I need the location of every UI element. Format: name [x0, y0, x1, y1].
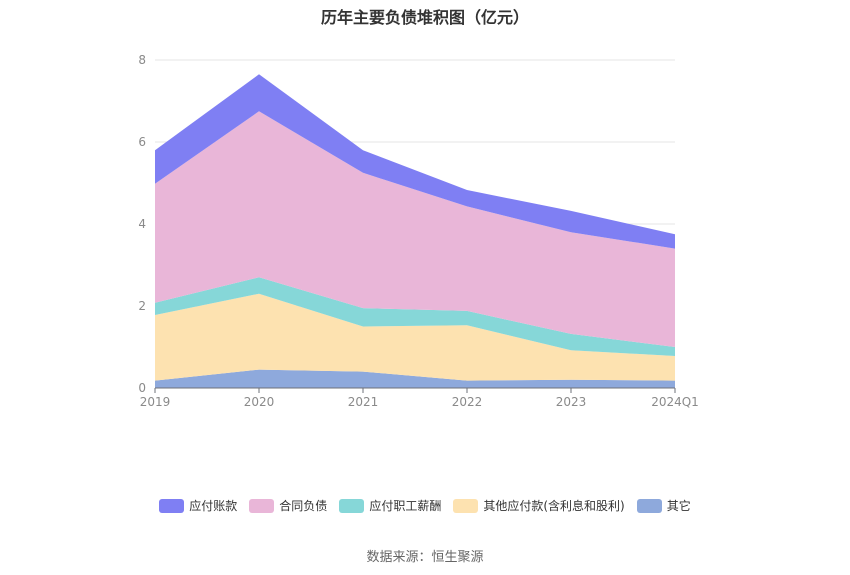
legend-label: 合同负债 [279, 499, 328, 513]
area-应付账款 [155, 74, 675, 249]
legend-swatch [453, 498, 479, 513]
legend-item[interactable]: 应付职工薪酬 [339, 497, 441, 514]
y-tick-label: 6 [138, 135, 146, 149]
legend-item[interactable]: 合同负债 [249, 497, 327, 514]
area-其他应付款(含利息和股利) [155, 293, 675, 381]
legend-label: 应付账款 [189, 499, 238, 513]
legend-item[interactable]: 其他应付款(含利息和股利) [453, 497, 625, 514]
legend: 应付账款 合同负债 应付职工薪酬 其他应付款(含利息和股利) 其它 [0, 497, 850, 514]
data-source: 数据来源：恒生聚源 [366, 550, 484, 565]
legend-label: 应付职工薪酬 [369, 499, 442, 513]
legend-swatch [339, 498, 365, 513]
y-tick-label: 2 [138, 299, 146, 313]
y-tick-label: 4 [138, 217, 146, 231]
x-tick-label: 2024Q1 [651, 395, 699, 409]
legend-swatch [249, 498, 275, 513]
area-series [155, 74, 675, 388]
axes: 0 2 4 6 8 2019 2020 2021 2022 2023 2024Q1 [138, 53, 698, 409]
legend-item[interactable]: 其它 [636, 497, 691, 514]
chart-title: 历年主要负债堆积图（亿元） [320, 8, 529, 27]
x-tick-label: 2022 [452, 395, 483, 409]
x-tick-label: 2023 [556, 395, 587, 409]
area-应付职工薪酬 [155, 277, 675, 356]
x-tick-label: 2019 [140, 395, 171, 409]
legend-swatch [636, 498, 662, 513]
area-合同负债 [155, 111, 675, 347]
y-tick-label: 0 [138, 381, 146, 395]
legend-swatch [159, 498, 185, 513]
legend-label: 其他应付款(含利息和股利) [483, 499, 625, 513]
x-tick-label: 2021 [348, 395, 379, 409]
x-tick-label: 2020 [244, 395, 275, 409]
area-其它 [155, 369, 675, 388]
legend-item[interactable]: 应付账款 [159, 497, 237, 514]
legend-label: 其它 [666, 499, 691, 513]
y-tick-label: 8 [138, 53, 146, 67]
